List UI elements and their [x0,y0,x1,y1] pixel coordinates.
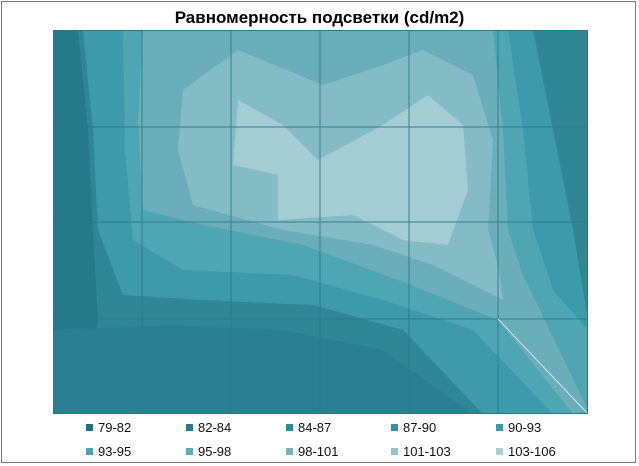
legend-swatch [496,424,503,432]
legend-label: 87-90 [403,420,437,435]
legend-swatch [86,424,93,432]
legend-swatch [186,448,193,456]
legend-item: 101-103 [391,444,451,460]
legend-swatch [286,424,293,432]
legend-swatch [186,424,193,432]
legend-item: 82-84 [186,420,231,436]
legend-label: 79-82 [98,420,132,435]
legend-label: 95-98 [198,444,232,459]
contour-plot [53,30,588,414]
legend-item: 93-95 [86,444,131,460]
legend-item: 98-101 [286,444,338,460]
legend-item: 90-93 [496,420,541,436]
legend-swatch [86,448,93,456]
legend-swatch [286,448,293,456]
legend-item: 103-106 [496,444,556,460]
chart-title: Равномерность подсветки (cd/m2) [174,8,465,27]
legend-label: 84-87 [298,420,332,435]
legend-item: 84-87 [286,420,331,436]
legend-swatch [391,448,398,456]
legend-swatch [496,448,503,456]
grid-lines [53,30,588,414]
legend-label: 82-84 [198,420,232,435]
legend-label: 103-106 [508,444,556,459]
legend-item: 79-82 [86,420,131,436]
legend-swatch [391,424,398,432]
plot-border [53,30,588,414]
contour-band-bottom [53,325,473,414]
legend-label: 93-95 [98,444,132,459]
legend-label: 101-103 [403,444,451,459]
legend-item: 95-98 [186,444,231,460]
legend-label: 98-101 [298,444,339,459]
legend-label: 90-93 [508,420,542,435]
contour-edge-line [497,318,588,414]
legend-item: 87-90 [391,420,436,436]
